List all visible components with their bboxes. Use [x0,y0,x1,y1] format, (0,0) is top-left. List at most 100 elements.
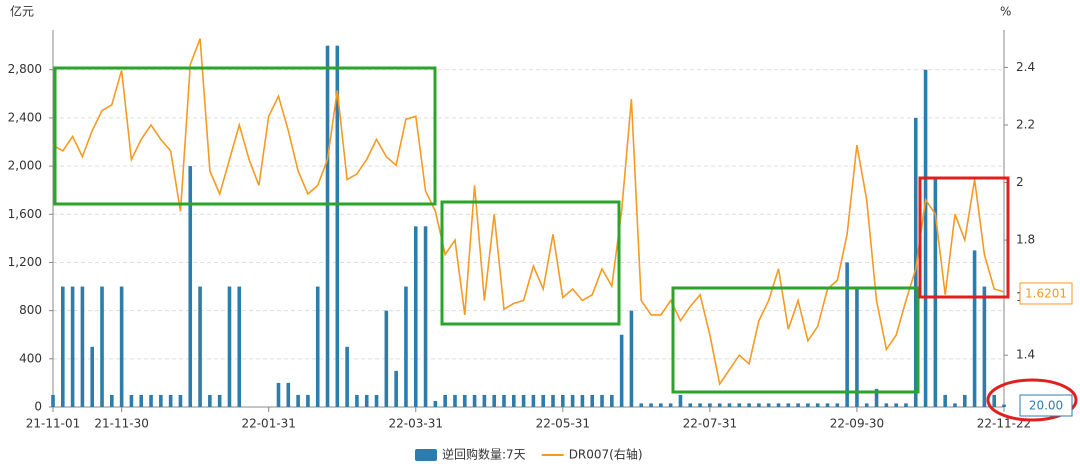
y-axis-unit: 亿元 [10,4,34,19]
bar [992,394,996,407]
bar [80,286,85,407]
y2-tick-label: 1.8 [1016,233,1035,247]
y-tick-label: 0 [34,400,42,414]
bar [296,394,300,407]
bar [276,382,281,407]
bar [237,286,242,407]
bar [639,403,644,407]
legend-swatch [415,449,437,461]
bar [659,403,663,407]
bar [139,394,144,407]
bar [913,117,918,408]
bar [100,286,104,407]
bar [129,394,134,407]
bar [394,370,398,407]
y-tick-label: 1,200 [8,255,42,269]
bar [443,394,447,407]
line [52,38,1005,387]
bar [835,403,840,407]
bar [806,403,810,407]
bar [776,403,781,407]
bar [433,400,438,407]
bar [51,394,55,407]
bar [178,394,183,407]
bar [1002,404,1006,407]
bar [962,394,967,407]
bar [717,403,722,407]
bar [923,69,928,407]
x-tick-label: 22-03-31 [389,417,443,431]
bar [345,346,349,407]
bar [688,403,693,407]
bar [884,403,889,407]
bar [119,286,124,407]
bar [511,394,516,407]
bar [904,403,908,407]
bar [227,286,232,407]
bar [61,286,65,407]
bar [600,394,604,407]
bar [90,346,95,407]
bar [561,394,565,407]
bar [757,403,761,407]
bar [747,403,751,407]
bar [335,45,340,408]
bar [864,403,869,407]
bar [355,394,359,407]
bar [737,403,742,407]
y2-axis-unit: % [1000,5,1011,19]
x-tick-label: 21-11-01 [26,417,80,431]
annotations: 1.6201 20.00 [53,66,1078,422]
bar [855,286,859,407]
highlight-box [440,200,621,326]
bar [168,394,173,407]
y-tick-label: 2,800 [8,62,42,76]
bar [188,166,193,407]
bar [325,45,330,408]
y-tick-label: 800 [19,303,42,317]
bar [580,394,585,407]
bar [825,403,830,407]
y-tick-label: 400 [19,351,42,365]
callout-box [1019,282,1073,305]
bar [472,394,477,407]
bar [590,394,595,407]
bar [894,403,898,407]
y2-tick-label: 1.4 [1016,348,1035,362]
bar [521,394,526,407]
bar [727,403,732,407]
bar [492,394,496,407]
bar [541,394,546,407]
bar [482,394,487,407]
bar [972,250,977,407]
legend-label: DR007(右轴) [569,447,643,462]
bar [531,394,536,407]
bar [708,403,712,407]
y-tick-label: 2,000 [8,159,42,173]
bar [502,394,506,407]
bar [570,394,575,407]
bar [404,286,408,407]
bar [619,334,624,407]
y2-tick-label: 2.2 [1016,117,1035,131]
bar [766,403,771,407]
bar [364,394,369,407]
bar [217,394,222,407]
bar [286,382,291,407]
bar [70,286,75,407]
bar [374,394,379,407]
bar [796,403,800,407]
x-tick-label: 22-05-31 [536,417,590,431]
bar [933,178,938,407]
bar [953,403,957,407]
bar [815,403,820,407]
last-value-label: 1.6201 [1025,287,1067,301]
legend-label: 逆回购数量:7天 [442,447,526,462]
x-tick-label: 22-01-31 [241,417,295,431]
x-tick-label: 22-09-30 [830,417,884,431]
bar [413,226,418,407]
bar [208,394,212,407]
highlight-ellipse [986,378,1078,422]
bar [786,403,791,407]
